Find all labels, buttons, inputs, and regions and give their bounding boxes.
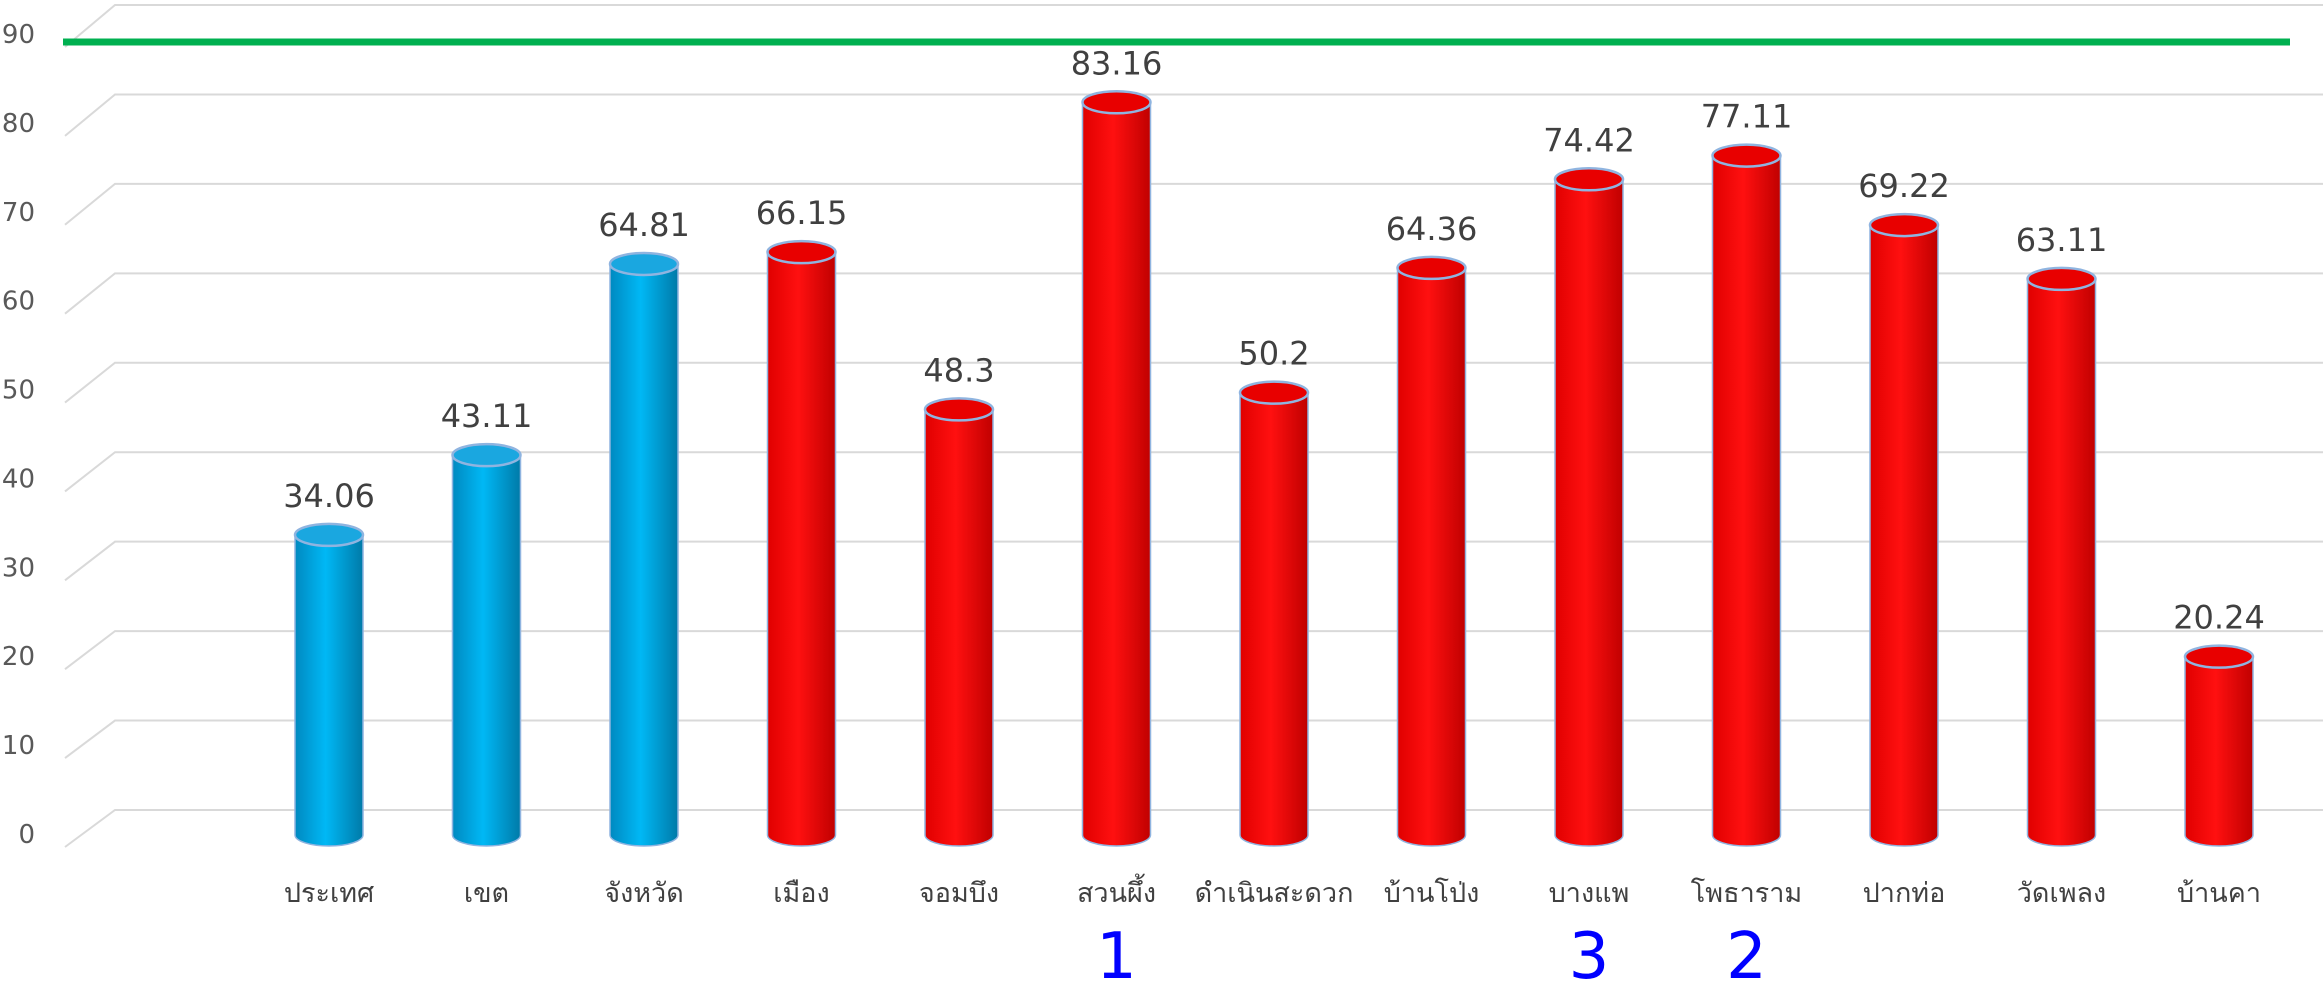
data-label: 69.22 <box>1858 167 1950 205</box>
bar-body <box>1081 101 1152 847</box>
gridline <box>64 4 2323 48</box>
bar-top <box>1868 212 1940 238</box>
rank-label: 3 <box>1569 920 1610 987</box>
y-tick-label: 30 <box>2 553 35 583</box>
bar-body <box>766 251 837 847</box>
bar-top <box>1238 380 1310 405</box>
data-label: 83.16 <box>1071 44 1163 82</box>
y-tick-label: 80 <box>2 109 35 139</box>
bar-top <box>1553 167 1625 192</box>
gridline <box>64 93 2323 137</box>
bar-body <box>609 263 679 847</box>
x-tick-label: เขต <box>464 878 509 909</box>
y-tick-label: 10 <box>2 731 35 761</box>
x-tick-label: วัดเพลง <box>2017 878 2106 909</box>
bar <box>1553 167 1625 847</box>
x-tick-label: บ้านโป่ง <box>1384 878 1480 909</box>
data-label: 77.11 <box>1701 98 1793 136</box>
bar-top <box>1711 143 1782 168</box>
bar-top <box>766 239 837 265</box>
data-label: 50.2 <box>1238 335 1309 373</box>
bar-top <box>293 522 365 548</box>
bar-body <box>1239 391 1309 847</box>
data-label: 64.81 <box>598 206 690 244</box>
data-label: 48.3 <box>923 351 994 389</box>
bar-top <box>2026 266 2097 292</box>
data-label: 20.24 <box>2173 599 2265 637</box>
bar-body <box>2026 278 2097 847</box>
y-tick-label: 70 <box>2 198 35 228</box>
bar-top <box>1396 255 1467 281</box>
bar-body <box>1396 267 1467 847</box>
rank-label: 1 <box>1096 920 1137 987</box>
gridline <box>64 182 2323 226</box>
data-label: 66.15 <box>756 194 848 232</box>
data-label: 43.11 <box>441 397 533 435</box>
rank-label: 2 <box>1726 920 1767 987</box>
bar <box>293 522 365 847</box>
bar <box>2026 266 2097 847</box>
bar <box>923 397 995 847</box>
bars <box>293 90 2255 847</box>
bar <box>1238 380 1310 847</box>
bar-top <box>1081 90 1152 115</box>
data-label: 63.11 <box>2016 221 2108 259</box>
y-tick-label: 0 <box>18 820 35 850</box>
gridline <box>64 809 2323 848</box>
bar <box>608 251 680 847</box>
y-tick-label: 20 <box>2 642 35 672</box>
gridlines <box>64 4 2323 848</box>
y-tick-label: 50 <box>2 376 35 406</box>
bar <box>2183 644 2255 847</box>
y-tick-label: 90 <box>2 20 35 50</box>
bar <box>451 442 522 847</box>
x-tick-label: ดำเนินสะดวก <box>1195 878 1354 909</box>
x-tick-label: ประเทศ <box>284 878 374 909</box>
bar <box>1868 212 1940 847</box>
data-label: 64.36 <box>1386 210 1478 248</box>
gridline <box>64 719 2323 759</box>
bar-body <box>1554 178 1624 847</box>
bar-body <box>1869 224 1939 847</box>
bar <box>766 239 837 847</box>
bar-body <box>1711 154 1782 847</box>
y-tick-label: 60 <box>2 287 35 317</box>
gridline <box>64 540 2323 582</box>
x-tick-label: จังหวัด <box>604 878 684 909</box>
bar <box>1081 90 1152 847</box>
bar <box>1711 143 1782 847</box>
data-labels: 34.06 43.11 64.81 66.15 48.3 83.16 50.2 64.36 74… <box>283 44 2265 636</box>
y-tick-label: 40 <box>2 464 35 494</box>
bar-body <box>451 454 522 847</box>
bar-body <box>294 534 364 847</box>
x-tick-label: โพธาราม <box>1691 878 1802 909</box>
gridline <box>64 361 2323 404</box>
x-tick-label: จอมบึง <box>919 878 999 909</box>
bar-top <box>2183 644 2255 669</box>
y-axis-ticks: 0 10 20 30 40 50 60 70 80 90 <box>2 20 35 850</box>
x-tick-label: บางแพ <box>1549 878 1630 909</box>
gridline <box>64 630 2323 671</box>
rank-annotations: 1 3 2 <box>1096 920 1767 987</box>
bar-top <box>451 442 522 468</box>
bar-top <box>923 397 995 422</box>
bar-body <box>2184 655 2254 847</box>
bar <box>1396 255 1467 847</box>
data-label: 34.06 <box>283 477 375 515</box>
bar-body <box>924 408 994 847</box>
x-tick-label: ปากท่อ <box>1863 878 1946 909</box>
x-tick-label: สวนผึ้ง <box>1077 873 1156 909</box>
x-axis-ticks: ประเทศ เขต จังหวัด เมือง จอมบึง สวนผึ้ง ดำเนิน… <box>284 873 2261 909</box>
data-label: 74.42 <box>1543 121 1635 159</box>
x-tick-label: เมือง <box>773 878 829 909</box>
x-tick-label: บ้านคา <box>2177 878 2261 909</box>
bar-top <box>608 251 680 277</box>
gridline <box>64 451 2323 493</box>
gridline <box>64 272 2323 315</box>
